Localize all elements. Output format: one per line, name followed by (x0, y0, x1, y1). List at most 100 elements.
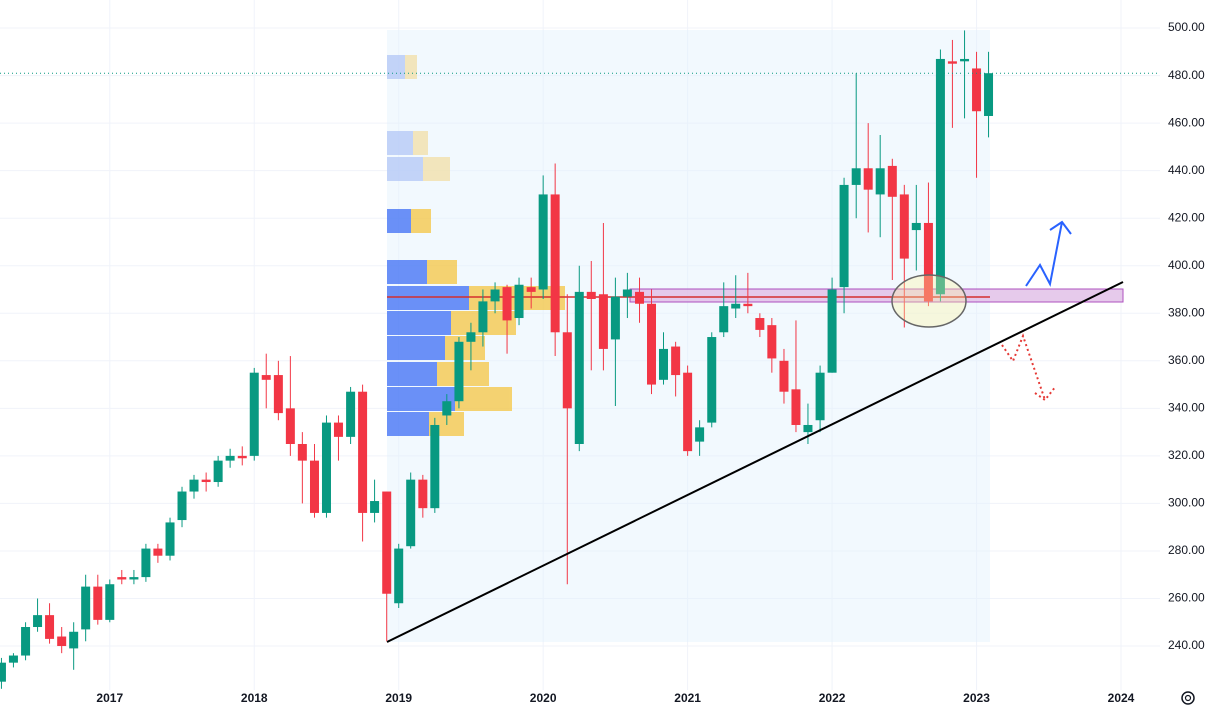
profile-bar (387, 412, 429, 436)
y-tick-label: 300.00 (1168, 496, 1205, 510)
candle-body (598, 294, 608, 349)
candle-body (647, 303, 657, 385)
grid (0, 0, 1160, 690)
candle-body (586, 291, 596, 300)
candle-body (273, 375, 283, 414)
candle-body (237, 455, 247, 459)
y-tick-label: 260.00 (1168, 591, 1205, 605)
gear-center[interactable] (1184, 694, 1192, 702)
candle-body (671, 346, 681, 376)
candle-body (851, 168, 861, 185)
candle-body (45, 615, 55, 639)
profile-bar (387, 157, 423, 181)
candle-body (635, 291, 645, 304)
candle-body (972, 68, 982, 112)
gear[interactable] (1181, 691, 1195, 705)
x-tick-label: 2019 (385, 691, 412, 705)
candle-body (502, 287, 512, 321)
candles (0, 30, 1160, 689)
candle-body (165, 522, 175, 556)
candle-body (526, 287, 536, 292)
candle-body (574, 291, 584, 444)
y-tick-label: 320.00 (1168, 448, 1205, 462)
candle-body (719, 306, 729, 333)
candle-body (370, 501, 380, 513)
candle-body (887, 165, 897, 197)
profile-bar (423, 157, 450, 181)
candle-body (105, 584, 115, 620)
candle-body (321, 422, 331, 513)
candle-body (827, 289, 837, 373)
profile-bar (427, 260, 457, 284)
candle-body (923, 222, 933, 302)
y-tick-label: 500.00 (1168, 20, 1205, 34)
settings-icon[interactable] (1181, 691, 1195, 705)
candle-body (779, 360, 789, 392)
profile-bar (405, 55, 417, 79)
trend-line (386, 281, 1124, 643)
candle-body (333, 422, 343, 437)
candle-body (707, 337, 717, 423)
y-tick-label: 440.00 (1168, 163, 1205, 177)
candle-body (947, 61, 957, 64)
y-tick-label: 280.00 (1168, 543, 1205, 557)
candle-body (249, 372, 259, 456)
candle-body (346, 391, 356, 437)
profile-bar (387, 362, 437, 386)
candle-body (550, 194, 560, 333)
axes: 240.00 260.00 280.00 300.00 320.00 340.00 360.… (96, 20, 1205, 705)
candle-body (875, 168, 885, 195)
candle-body (622, 289, 632, 297)
y-tick-label: 360.00 (1168, 353, 1205, 367)
y-tick-label: 380.00 (1168, 305, 1205, 319)
candle-body (297, 443, 307, 461)
candle-body (442, 401, 452, 416)
x-tick-label: 2018 (241, 691, 268, 705)
candle-body (430, 424, 440, 509)
x-tick-label: 2021 (674, 691, 701, 705)
up-arrow-head (1049, 220, 1072, 235)
candle-body (899, 194, 909, 259)
candle-body (69, 631, 79, 649)
candle-body (731, 303, 741, 309)
candle-body (33, 615, 43, 628)
candle-body (911, 222, 921, 231)
x-tick-label: 2024 (1108, 691, 1135, 705)
candle-body (755, 318, 765, 330)
candle-body (815, 372, 825, 421)
candle-body (57, 636, 67, 647)
profile-bar (387, 209, 411, 233)
y-tick-label: 240.00 (1168, 638, 1205, 652)
profile-bar (387, 311, 451, 335)
profile-bar (387, 131, 413, 155)
profile-bar (387, 286, 469, 310)
candle-body (767, 325, 777, 359)
x-tick-label: 2023 (963, 691, 990, 705)
candle-body (803, 424, 813, 433)
candle-body (21, 627, 31, 656)
profile-bar (445, 336, 485, 360)
candle-body (984, 73, 994, 116)
candle-body (141, 548, 151, 578)
candle-body (454, 341, 464, 402)
candle-body (382, 491, 392, 594)
candle-body (658, 348, 668, 380)
volume-profile (387, 55, 565, 436)
highlight-ellipse (891, 274, 967, 328)
candle-body (81, 586, 91, 630)
candle-body (394, 548, 404, 604)
candle-body (117, 577, 127, 580)
y-tick-label: 420.00 (1168, 210, 1205, 224)
y-tick-label: 400.00 (1168, 258, 1205, 272)
candle-body (960, 58, 970, 62)
x-tick-label: 2017 (96, 691, 123, 705)
candle-body (839, 184, 849, 288)
profile-bar (387, 336, 445, 360)
profile-bar (387, 260, 427, 284)
range-highlight (387, 30, 990, 642)
candle-body (406, 479, 416, 547)
candle-body (201, 479, 211, 483)
candle-body (8, 655, 18, 663)
candle-body (213, 460, 223, 483)
candle-body (695, 427, 705, 442)
